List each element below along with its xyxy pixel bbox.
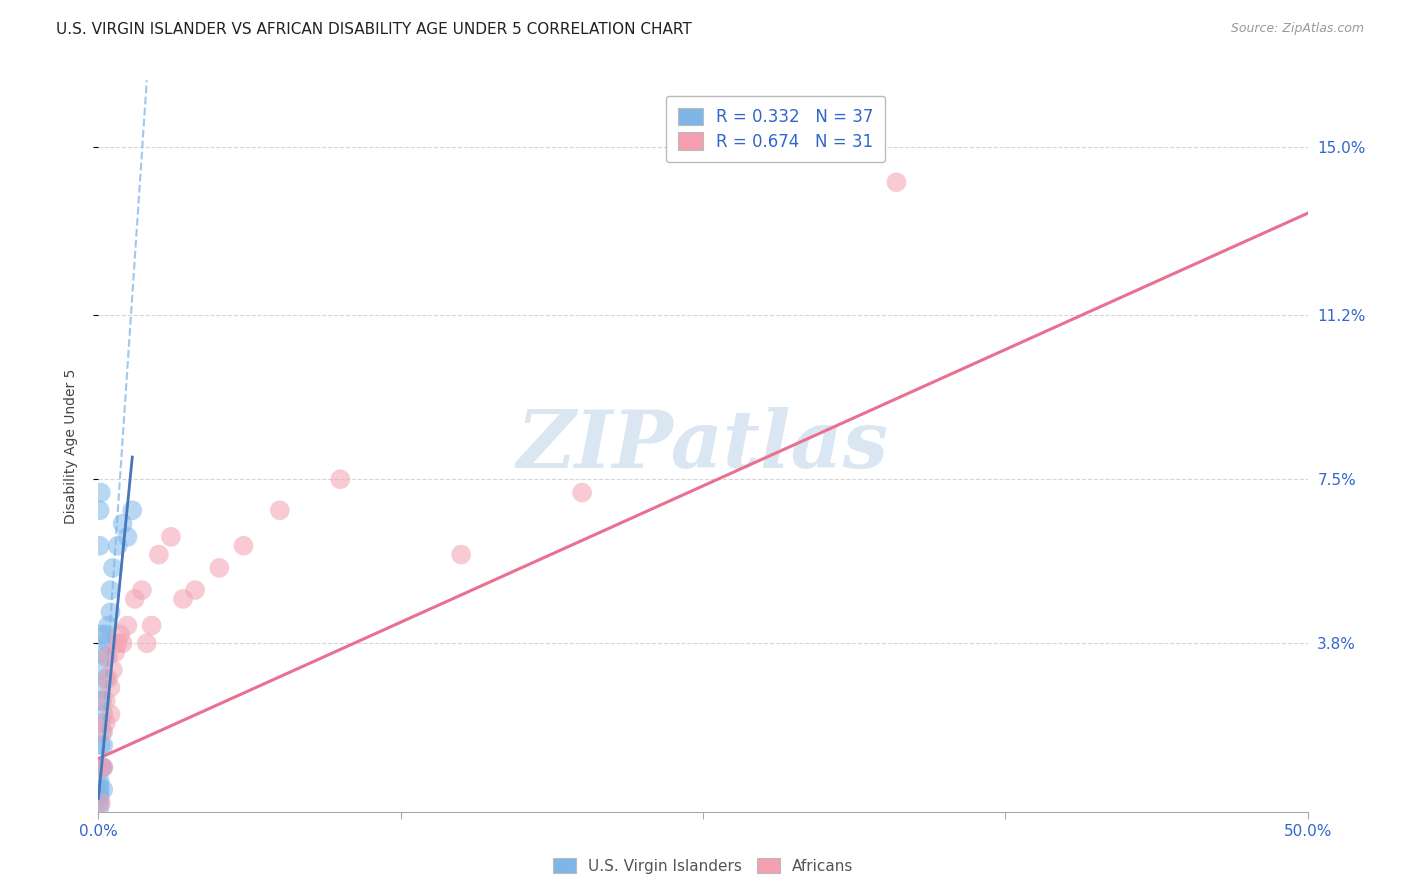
Point bbox=[89, 796, 111, 810]
Point bbox=[148, 548, 170, 562]
Point bbox=[97, 618, 120, 632]
Legend: U.S. Virgin Islanders, Africans: U.S. Virgin Islanders, Africans bbox=[541, 847, 865, 884]
Point bbox=[94, 694, 117, 708]
Point bbox=[90, 760, 112, 774]
Point bbox=[91, 694, 114, 708]
Point bbox=[89, 800, 111, 814]
Point bbox=[111, 516, 134, 531]
Point bbox=[101, 663, 124, 677]
Point bbox=[141, 618, 163, 632]
Point bbox=[108, 627, 131, 641]
Point bbox=[91, 760, 114, 774]
Point bbox=[172, 591, 194, 606]
Point bbox=[90, 485, 112, 500]
Point bbox=[107, 636, 129, 650]
Point bbox=[100, 681, 122, 695]
Point bbox=[90, 738, 112, 752]
Point bbox=[111, 636, 134, 650]
Point bbox=[90, 681, 112, 695]
Point bbox=[100, 605, 122, 619]
Point bbox=[100, 583, 122, 598]
Y-axis label: Disability Age Under 5: Disability Age Under 5 bbox=[63, 368, 77, 524]
Point bbox=[100, 707, 122, 722]
Point bbox=[91, 782, 114, 797]
Point bbox=[97, 636, 120, 650]
Point bbox=[89, 791, 111, 805]
Point bbox=[90, 796, 112, 810]
Point bbox=[91, 725, 114, 739]
Point bbox=[89, 782, 111, 797]
Legend: R = 0.332   N = 37, R = 0.674   N = 31: R = 0.332 N = 37, R = 0.674 N = 31 bbox=[666, 96, 884, 162]
Point bbox=[90, 694, 112, 708]
Point bbox=[90, 716, 112, 731]
Point bbox=[89, 778, 111, 792]
Text: Source: ZipAtlas.com: Source: ZipAtlas.com bbox=[1230, 22, 1364, 36]
Point bbox=[107, 539, 129, 553]
Point bbox=[94, 672, 117, 686]
Point bbox=[101, 561, 124, 575]
Point bbox=[91, 760, 114, 774]
Point bbox=[90, 627, 112, 641]
Point bbox=[329, 472, 352, 486]
Point bbox=[91, 725, 114, 739]
Point bbox=[94, 627, 117, 641]
Point bbox=[232, 539, 254, 553]
Point bbox=[91, 760, 114, 774]
Point bbox=[208, 561, 231, 575]
Point bbox=[89, 787, 111, 801]
Point bbox=[184, 583, 207, 598]
Point bbox=[89, 503, 111, 517]
Point bbox=[269, 503, 291, 517]
Point bbox=[94, 716, 117, 731]
Point bbox=[91, 738, 114, 752]
Point bbox=[450, 548, 472, 562]
Point bbox=[571, 485, 593, 500]
Point bbox=[90, 645, 112, 659]
Point bbox=[94, 649, 117, 664]
Point bbox=[160, 530, 183, 544]
Point bbox=[89, 773, 111, 788]
Point bbox=[135, 636, 157, 650]
Point bbox=[131, 583, 153, 598]
Text: U.S. VIRGIN ISLANDER VS AFRICAN DISABILITY AGE UNDER 5 CORRELATION CHART: U.S. VIRGIN ISLANDER VS AFRICAN DISABILI… bbox=[56, 22, 692, 37]
Point bbox=[117, 530, 139, 544]
Point bbox=[91, 707, 114, 722]
Point bbox=[886, 175, 908, 189]
Point bbox=[97, 649, 120, 664]
Point bbox=[117, 618, 139, 632]
Point bbox=[89, 539, 111, 553]
Point bbox=[97, 672, 120, 686]
Point bbox=[90, 663, 112, 677]
Point bbox=[121, 503, 143, 517]
Point bbox=[124, 591, 146, 606]
Point bbox=[90, 760, 112, 774]
Point bbox=[104, 645, 127, 659]
Text: ZIPatlas: ZIPatlas bbox=[517, 408, 889, 484]
